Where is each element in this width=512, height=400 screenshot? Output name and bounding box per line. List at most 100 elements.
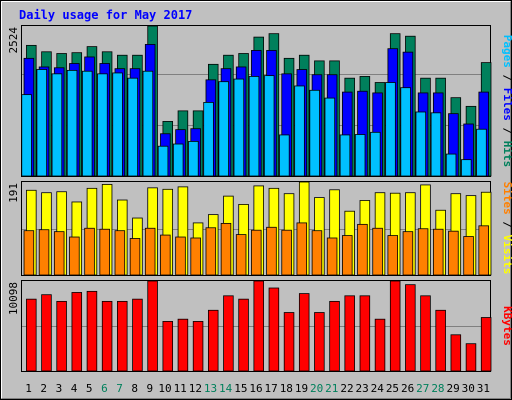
bar-pages-day-4 bbox=[66, 69, 78, 177]
bar-sites-day-12 bbox=[190, 237, 201, 276]
bar-sites-day-29 bbox=[448, 230, 459, 276]
bar-pages-day-12 bbox=[188, 141, 199, 177]
ylabel-kbytes: KBytes bbox=[501, 306, 512, 346]
bar-sites-day-10 bbox=[160, 234, 171, 276]
bar-pages-day-26 bbox=[400, 87, 411, 177]
bar-sites-day-8 bbox=[129, 238, 141, 276]
bar-sites-day-26 bbox=[402, 231, 414, 276]
bar-sites-day-22 bbox=[342, 235, 353, 276]
x-tick-label-day-6: 6 bbox=[101, 382, 108, 395]
bar-sites-day-16 bbox=[251, 229, 262, 276]
ymax-label-visits-sites: 191 bbox=[7, 183, 20, 203]
bar-kbytes-day-27 bbox=[420, 295, 431, 372]
ymax-label-kbytes: 10098 bbox=[7, 282, 20, 315]
bar-sites-day-6 bbox=[99, 228, 110, 276]
bar-pages-day-5 bbox=[82, 70, 93, 177]
bar-pages-day-9 bbox=[142, 70, 154, 177]
bar-pages-day-27 bbox=[415, 111, 427, 177]
bar-sites-day-28 bbox=[432, 228, 444, 276]
ylabel-part-visits-sites-1: / bbox=[501, 215, 512, 235]
bar-sites-day-4 bbox=[69, 236, 80, 276]
ylabel-part-hits-files-pages-0: Pages bbox=[501, 35, 512, 68]
x-tick-label-day-13: 13 bbox=[204, 382, 217, 395]
bar-sites-day-21 bbox=[326, 237, 338, 276]
bar-kbytes-day-26 bbox=[405, 284, 416, 372]
x-tick-label-day-1: 1 bbox=[25, 382, 32, 395]
bar-pages-day-13 bbox=[203, 102, 214, 177]
bar-sites-day-27 bbox=[417, 228, 429, 276]
bar-kbytes-day-22 bbox=[344, 295, 355, 372]
x-tick-label-day-10: 10 bbox=[158, 382, 171, 395]
x-tick-label-day-7: 7 bbox=[116, 382, 123, 395]
bar-sites-day-17 bbox=[266, 226, 277, 276]
bar-sites-day-31 bbox=[478, 225, 489, 276]
bar-pages-day-10 bbox=[157, 145, 169, 177]
chart-title: Daily usage for May 2017 bbox=[19, 8, 192, 22]
bar-kbytes-day-6 bbox=[101, 300, 113, 372]
x-tick-label-day-27: 27 bbox=[416, 382, 429, 395]
x-tick-label-day-5: 5 bbox=[86, 382, 93, 395]
ylabel-part-hits-files-pages-3: / bbox=[501, 121, 512, 141]
bar-sites-day-25 bbox=[387, 235, 398, 276]
bar-kbytes-day-16 bbox=[253, 280, 264, 372]
bar-pages-day-14 bbox=[218, 81, 229, 177]
bar-pages-day-29 bbox=[445, 153, 457, 177]
bar-pages-day-18 bbox=[279, 134, 290, 177]
bar-kbytes-day-21 bbox=[329, 300, 340, 372]
bar-pages-day-1 bbox=[21, 94, 32, 177]
bar-sites-day-18 bbox=[281, 229, 292, 276]
bar-sites-day-5 bbox=[84, 227, 95, 276]
bar-kbytes-day-5 bbox=[86, 290, 98, 372]
bar-kbytes-day-23 bbox=[359, 295, 371, 372]
bar-sites-day-11 bbox=[175, 236, 186, 276]
bar-sites-day-19 bbox=[296, 222, 308, 276]
x-tick-label-day-12: 12 bbox=[189, 382, 202, 395]
x-tick-label-day-21: 21 bbox=[325, 382, 338, 395]
bar-kbytes-day-10 bbox=[162, 321, 174, 372]
bar-pages-day-20 bbox=[309, 89, 320, 177]
bar-kbytes-day-24 bbox=[374, 318, 386, 372]
bar-kbytes-day-19 bbox=[298, 293, 310, 372]
bar-sites-day-20 bbox=[311, 230, 323, 276]
x-tick-label-day-19: 19 bbox=[295, 382, 308, 395]
bar-kbytes-day-18 bbox=[283, 312, 295, 372]
ylabel-part-hits-files-pages-4: Hits bbox=[501, 141, 512, 168]
bar-pages-day-22 bbox=[339, 134, 351, 177]
bar-pages-day-16 bbox=[248, 76, 260, 177]
bar-pages-day-23 bbox=[354, 134, 366, 177]
bar-kbytes-day-25 bbox=[389, 280, 401, 372]
x-tick-label-day-26: 26 bbox=[401, 382, 414, 395]
x-tick-label-day-22: 22 bbox=[340, 382, 353, 395]
bar-kbytes-day-12 bbox=[192, 321, 204, 372]
bar-pages-day-17 bbox=[263, 75, 275, 177]
x-tick-label-day-2: 2 bbox=[40, 382, 47, 395]
bar-pages-day-2 bbox=[36, 69, 48, 177]
bar-sites-day-23 bbox=[357, 223, 368, 276]
ylabel-part-visits-sites-0: Sites bbox=[501, 182, 512, 215]
bar-kbytes-day-28 bbox=[435, 309, 446, 372]
x-tick-label-day-3: 3 bbox=[56, 382, 63, 395]
bar-kbytes-day-17 bbox=[268, 287, 280, 372]
bar-kbytes-day-4 bbox=[71, 292, 83, 372]
ymax-label-hits-files-pages: 2524 bbox=[7, 27, 20, 54]
x-tick-label-day-28: 28 bbox=[431, 382, 444, 395]
ylabel-part-kbytes-0: KBytes bbox=[501, 306, 512, 346]
ylabel-part-visits-sites-2: Visits bbox=[501, 235, 512, 275]
x-tick-label-day-16: 16 bbox=[249, 382, 262, 395]
bar-kbytes-day-8 bbox=[132, 298, 143, 372]
bar-pages-day-7 bbox=[112, 72, 123, 177]
x-tick-label-day-18: 18 bbox=[280, 382, 293, 395]
x-tick-label-day-8: 8 bbox=[131, 382, 138, 395]
bar-pages-day-3 bbox=[51, 73, 63, 177]
ylabel-part-hits-files-pages-1: / bbox=[501, 68, 512, 88]
bar-kbytes-day-2 bbox=[41, 294, 52, 372]
bar-sites-day-3 bbox=[53, 231, 65, 276]
bar-kbytes-day-15 bbox=[238, 298, 249, 372]
bar-pages-day-8 bbox=[127, 77, 138, 177]
bar-sites-day-24 bbox=[372, 227, 383, 276]
x-tick-label-day-20: 20 bbox=[310, 382, 323, 395]
bar-pages-day-19 bbox=[294, 85, 305, 177]
bar-kbytes-day-7 bbox=[117, 300, 128, 372]
ylabel-visits-sites: Sites / Visits bbox=[501, 182, 512, 275]
